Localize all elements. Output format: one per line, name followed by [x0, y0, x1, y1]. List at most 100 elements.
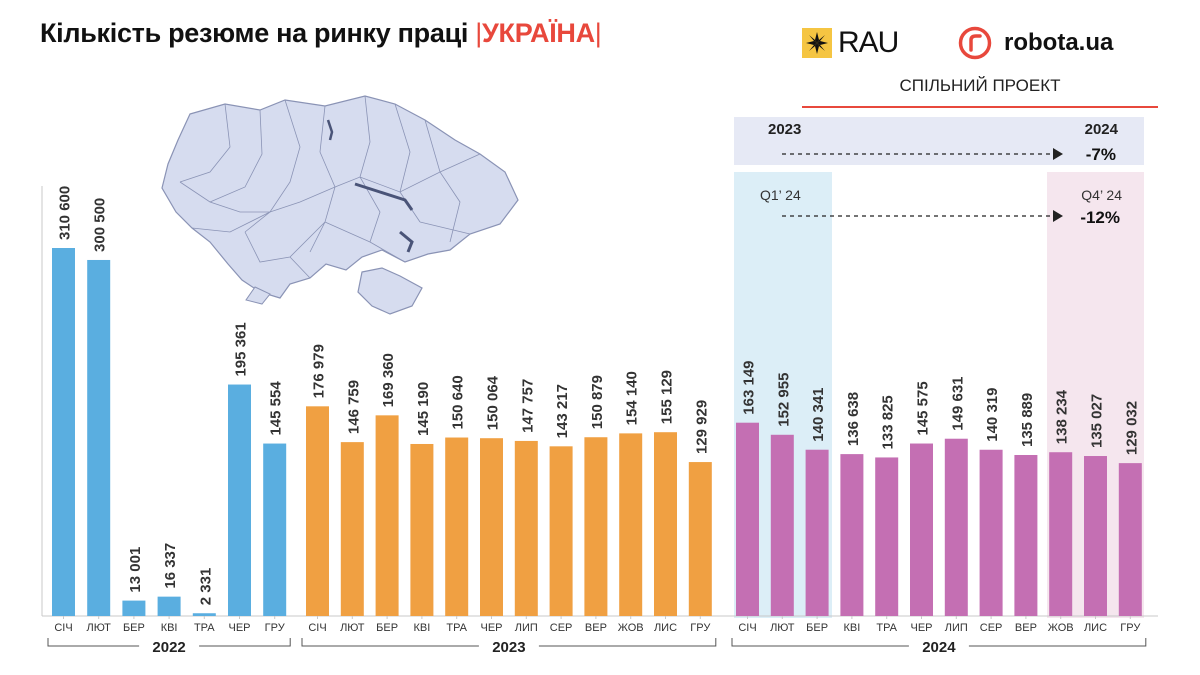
month-tick-label: ЛЮТ: [340, 622, 365, 634]
bar-2022-3: [122, 600, 146, 616]
month-tick-label: БЕР: [123, 622, 145, 634]
robota-logo: robota.ua: [958, 26, 1113, 60]
bar-2023-9: [584, 437, 608, 616]
bar-2023-6: [480, 438, 503, 616]
bar-2022-5: [192, 613, 216, 616]
month-tick-label: ТРА: [446, 622, 467, 634]
data-label: 129 929: [693, 400, 710, 454]
bar-2024-10: [1049, 452, 1073, 616]
data-label: 147 757: [519, 379, 536, 433]
month-tick-label: КВІ: [413, 622, 430, 634]
data-label: 155 129: [659, 370, 676, 424]
bar-2023-8: [549, 446, 573, 616]
rau-star-icon: [802, 28, 832, 58]
joint-project-underline: [802, 106, 1158, 108]
bar-2023-10: [619, 433, 643, 616]
data-label: 150 640: [450, 375, 467, 429]
title-separator-left: |: [475, 18, 483, 48]
year-label-bg: [139, 639, 200, 655]
title-separator-right: |: [594, 18, 602, 48]
data-label: 146 759: [345, 380, 362, 434]
month-tick-label: БЕР: [806, 622, 828, 634]
ukraine-map-icon: [161, 95, 519, 315]
bar-2023-2: [340, 442, 364, 616]
data-label: 300 500: [92, 198, 109, 252]
bar-2023-3: [375, 415, 399, 616]
bar-2024-1: [736, 422, 759, 616]
month-tick-label: ЧЕР: [480, 622, 502, 634]
bar-2024-2: [770, 434, 794, 616]
bar-2022-6: [228, 384, 251, 616]
bar-2024-9: [1014, 454, 1038, 616]
bar-2024-7: [944, 438, 968, 616]
data-label: 163 149: [741, 360, 758, 414]
month-tick-label: ЛИП: [945, 622, 968, 634]
month-tick-label: КВІ: [161, 622, 178, 634]
month-tick-label: БЕР: [376, 622, 398, 634]
month-tick-label: СІЧ: [54, 622, 72, 634]
bar-2024-5: [875, 457, 899, 616]
month-tick-label: ГРУ: [1120, 622, 1141, 634]
q1-label: Q1’ 24: [760, 187, 801, 203]
data-label: 143 217: [554, 384, 571, 438]
title-main: Кількість резюме на ринку праці: [40, 18, 469, 48]
month-tick-label: ГРУ: [690, 622, 711, 634]
data-label: 133 825: [880, 395, 897, 449]
data-label: 150 879: [589, 375, 606, 429]
year-label-bg: [478, 639, 539, 655]
data-label: 145 190: [415, 382, 432, 436]
rau-logo-text: RAU: [838, 26, 899, 59]
data-label: 138 234: [1054, 389, 1071, 444]
rau-logo: RAU: [802, 26, 899, 60]
yoy-to-label: 2024: [1085, 121, 1119, 138]
yoy-from-label: 2023: [768, 121, 801, 138]
bar-2023-12: [688, 462, 712, 616]
month-tick-label: ГРУ: [265, 622, 286, 634]
yoy-comparison-band: [734, 117, 1144, 165]
quarter-arrowhead-icon: [1053, 210, 1063, 222]
bar-2024-3: [805, 449, 829, 616]
month-tick-label: ЛЮТ: [770, 622, 795, 634]
year-label-2022: 2022: [152, 639, 185, 656]
data-label: 140 319: [984, 388, 1001, 442]
bar-2023-1: [306, 406, 329, 616]
yoy-change-value: -7%: [1086, 145, 1116, 164]
bar-2022-1: [52, 248, 75, 616]
month-tick-label: ЛИС: [1084, 622, 1107, 634]
data-label: 135 027: [1089, 394, 1106, 448]
month-tick-label: ЧЕР: [910, 622, 932, 634]
bar-2023-4: [410, 443, 434, 616]
bar-2024-11: [1084, 456, 1107, 616]
data-label: 135 889: [1019, 393, 1036, 447]
bar-2022-4: [157, 596, 181, 616]
bar-2024-8: [979, 449, 1003, 616]
year-label-bg: [908, 639, 969, 655]
data-label: 176 979: [311, 344, 328, 398]
quarter-change-value: -12%: [1080, 208, 1120, 227]
data-label: 129 032: [1123, 401, 1140, 455]
month-tick-label: ВЕР: [585, 622, 607, 634]
month-tick-label: ЖОВ: [1048, 622, 1074, 634]
bar-2024-6: [910, 443, 933, 616]
data-label: 149 631: [949, 376, 966, 430]
data-label: 136 638: [845, 392, 862, 446]
data-label: 152 955: [775, 373, 792, 427]
data-label: 16 337: [162, 543, 179, 589]
data-label: 169 360: [380, 353, 397, 407]
month-tick-label: ТРА: [876, 622, 897, 634]
data-label: 140 341: [810, 387, 827, 441]
month-tick-label: ЛЮТ: [86, 622, 111, 634]
q4-label: Q4’ 24: [1081, 187, 1122, 203]
month-tick-label: ВЕР: [1015, 622, 1037, 634]
bar-2022-2: [87, 259, 111, 616]
year-label-2023: 2023: [492, 639, 525, 656]
joint-project-label: СПІЛЬНИЙ ПРОЕКТ: [899, 76, 1061, 95]
data-label: 13 001: [127, 547, 144, 593]
month-tick-label: СІЧ: [308, 622, 326, 634]
month-tick-label: ЧЕР: [228, 622, 250, 634]
robota-logo-text: robota.ua: [1004, 29, 1114, 56]
bar-2023-11: [654, 432, 677, 616]
month-tick-label: ЖОВ: [618, 622, 644, 634]
data-label: 145 554: [268, 381, 285, 436]
